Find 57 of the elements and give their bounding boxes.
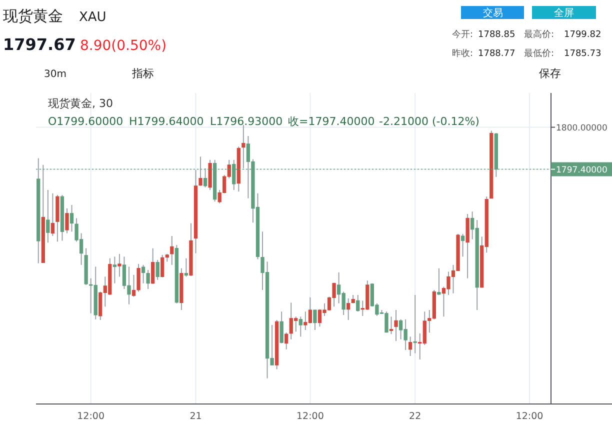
x-tick-label: 12:00 xyxy=(296,411,324,422)
candlestick xyxy=(313,309,317,331)
candlestick xyxy=(460,233,465,258)
text: 交易 xyxy=(483,7,503,19)
candlestick xyxy=(65,208,69,234)
annotation: L1796.93000 xyxy=(210,115,283,128)
candlestick xyxy=(50,192,55,236)
candlestick xyxy=(284,332,288,350)
x-tick-label: 21 xyxy=(190,411,202,422)
candlestick xyxy=(413,294,417,354)
chart-title: 现货黄金 xyxy=(3,7,63,25)
candlestick xyxy=(160,254,164,278)
text: 1799.82 xyxy=(564,30,602,40)
text: 最低价: xyxy=(524,48,554,59)
text: 1788.85 xyxy=(478,30,516,40)
candlestick xyxy=(389,316,394,335)
text: 保存 xyxy=(539,67,561,80)
candlestick xyxy=(242,124,246,169)
candlestick xyxy=(356,294,360,312)
text: 今开: xyxy=(452,29,474,40)
chart-subtitle: XAU xyxy=(79,10,106,25)
text: 昨收: xyxy=(452,48,474,59)
text: 30m xyxy=(44,69,66,80)
candlestick xyxy=(151,248,155,284)
candlestick xyxy=(280,311,284,344)
annotation: 收=1797.40000 xyxy=(288,115,375,128)
text: 最高价: xyxy=(524,29,554,40)
candlestick xyxy=(170,235,174,266)
text: 1797.67 xyxy=(3,35,76,54)
annotation: -2.21000 (-0.12%) xyxy=(379,115,480,128)
text: 1785.73 xyxy=(564,49,602,59)
text: 1788.77 xyxy=(478,49,516,59)
x-tick-label: 12:00 xyxy=(77,411,105,422)
candlestick xyxy=(184,258,188,278)
annotation: 现货黄金, 30 xyxy=(48,97,113,110)
text: 8.90(0.50%) xyxy=(80,38,167,54)
annotation: H1799.64000 xyxy=(129,115,204,128)
x-tick-label: 12:00 xyxy=(516,411,544,422)
candlestick xyxy=(408,336,412,357)
candlestick xyxy=(394,309,398,342)
y-tick-label: 1800.00000 xyxy=(556,123,608,134)
candlestick xyxy=(141,264,146,284)
candlestick xyxy=(437,268,441,296)
candlestick xyxy=(346,298,350,320)
candlestick xyxy=(198,156,202,186)
candlestick xyxy=(118,253,122,278)
candlestick xyxy=(298,316,302,338)
x-tick-label: 22 xyxy=(409,411,422,422)
annotation: O1799.60000 xyxy=(48,115,124,128)
candlestick xyxy=(156,259,160,280)
y-tick-label: 1797.40000 xyxy=(556,165,608,176)
text: 全屏 xyxy=(554,7,574,19)
candlestick xyxy=(70,204,74,232)
text: 指标 xyxy=(131,67,154,80)
candlestick xyxy=(146,269,150,290)
candlestick xyxy=(46,189,50,244)
candlestick xyxy=(112,256,117,284)
